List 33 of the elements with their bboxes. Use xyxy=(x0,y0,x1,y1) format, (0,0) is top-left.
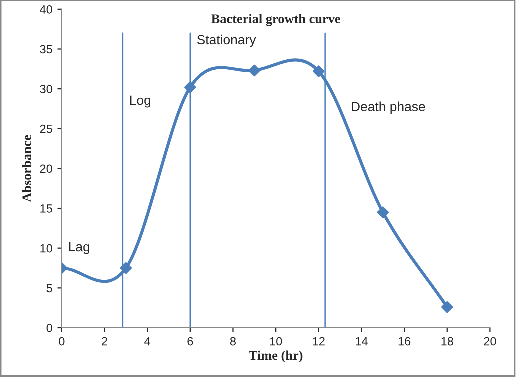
y-tick-label: 0 xyxy=(46,324,52,332)
x-tick-label: 12 xyxy=(313,337,325,346)
annotation: Log xyxy=(130,96,151,108)
x-tick-label: 8 xyxy=(230,337,236,346)
annotation: Lag xyxy=(69,242,90,254)
y-tick-label: 25 xyxy=(40,124,52,134)
point xyxy=(120,262,132,274)
y-tick-label: 35 xyxy=(40,45,52,54)
x-tick-label: 10 xyxy=(270,337,282,346)
y-tick-label: 30 xyxy=(40,85,52,94)
x-tick-label: 14 xyxy=(356,337,368,346)
x-tick-label: 20 xyxy=(484,337,496,346)
annotation: Stationary xyxy=(197,34,256,48)
x-tick-label: 2 xyxy=(102,337,108,346)
point xyxy=(312,66,325,78)
point xyxy=(248,64,261,77)
point xyxy=(441,301,454,314)
y-axis-title: Absorbance xyxy=(22,135,32,202)
x-tick-label: 4 xyxy=(144,337,151,346)
y-tick-label: 40 xyxy=(40,5,52,14)
chart-title: Bacterial growth curve xyxy=(212,14,340,26)
y-tick-label: 20 xyxy=(40,164,52,174)
x-tick-label: 0 xyxy=(59,337,65,346)
annotation: Death phase xyxy=(352,102,426,114)
y-tick-label: 15 xyxy=(40,204,52,213)
x-tick-label: 16 xyxy=(398,337,411,346)
y-tick-label: 10 xyxy=(40,244,52,253)
x-tick-label: 18 xyxy=(442,337,454,346)
y-tick-label: 5 xyxy=(46,284,52,293)
point xyxy=(377,206,390,218)
x-axis-title: Time (hr) xyxy=(249,350,303,363)
x-tick-label: 6 xyxy=(188,337,194,346)
point xyxy=(184,82,196,94)
